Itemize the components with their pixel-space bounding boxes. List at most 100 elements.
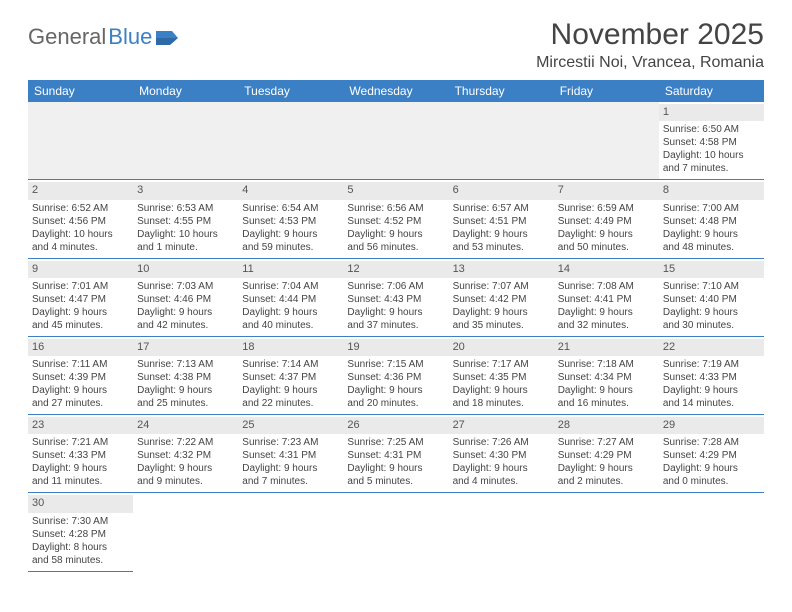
calendar-body: 1Sunrise: 6:50 AMSunset: 4:58 PMDaylight… [28, 102, 764, 571]
sunset-text: Sunset: 4:29 PM [663, 449, 760, 462]
sunset-text: Sunset: 4:32 PM [137, 449, 234, 462]
daylight-text: and 11 minutes. [32, 475, 129, 488]
calendar-header: Sunday Monday Tuesday Wednesday Thursday… [28, 80, 764, 102]
daylight-text: Daylight: 9 hours [453, 384, 550, 397]
daylight-text: and 4 minutes. [32, 241, 129, 254]
calendar-cell-empty [449, 102, 554, 180]
daylight-text: and 25 minutes. [137, 397, 234, 410]
sunrise-text: Sunrise: 7:08 AM [558, 280, 655, 293]
calendar-cell-empty [343, 102, 448, 180]
sunrise-text: Sunrise: 7:19 AM [663, 358, 760, 371]
calendar-cell: 13 Sunrise: 7:07 AMSunset: 4:42 PMDayligh… [449, 258, 554, 336]
day-number: 13 [449, 261, 554, 278]
calendar-cell-empty [238, 493, 343, 571]
calendar-cell: 25Sunrise: 7:23 AMSunset: 4:31 PMDayligh… [238, 415, 343, 493]
sunrise-text: Sunrise: 7:15 AM [347, 358, 444, 371]
calendar-cell: 26Sunrise: 7:25 AMSunset: 4:31 PMDayligh… [343, 415, 448, 493]
sunrise-text: Sunrise: 7:17 AM [453, 358, 550, 371]
daylight-text: and 27 minutes. [32, 397, 129, 410]
day-number: 19 [343, 339, 448, 356]
day-number: 7 [554, 182, 659, 199]
sunrise-text: Sunrise: 6:57 AM [453, 202, 550, 215]
sunrise-text: Sunrise: 6:54 AM [242, 202, 339, 215]
daylight-text: and 1 minute. [137, 241, 234, 254]
day-number: 11 [238, 261, 343, 278]
daylight-text: Daylight: 9 hours [453, 228, 550, 241]
daylight-text: Daylight: 9 hours [242, 228, 339, 241]
calendar-cell-empty [28, 102, 133, 180]
calendar-cell: 3Sunrise: 6:53 AMSunset: 4:55 PMDaylight… [133, 180, 238, 258]
calendar-cell: 14Sunrise: 7:08 AMSunset: 4:41 PMDayligh… [554, 258, 659, 336]
daylight-text: Daylight: 9 hours [453, 462, 550, 475]
sunrise-text: Sunrise: 7:13 AM [137, 358, 234, 371]
sunset-text: Sunset: 4:42 PM [453, 293, 550, 306]
daylight-text: Daylight: 9 hours [453, 306, 550, 319]
dow-mon: Monday [133, 80, 238, 102]
day-number: 3 [133, 182, 238, 199]
calendar-cell: 6Sunrise: 6:57 AMSunset: 4:51 PMDaylight… [449, 180, 554, 258]
calendar-cell: 1Sunrise: 6:50 AMSunset: 4:58 PMDaylight… [659, 102, 764, 180]
calendar-cell: 15Sunrise: 7:10 AMSunset: 4:40 PMDayligh… [659, 258, 764, 336]
calendar-cell: 2Sunrise: 6:52 AMSunset: 4:56 PMDaylight… [28, 180, 133, 258]
calendar-cell-empty [238, 102, 343, 180]
dow-wed: Wednesday [343, 80, 448, 102]
daylight-text: and 5 minutes. [347, 475, 444, 488]
brand-part1: General [28, 24, 106, 50]
sunrise-text: Sunrise: 7:26 AM [453, 436, 550, 449]
day-number: 22 [659, 339, 764, 356]
sunset-text: Sunset: 4:56 PM [32, 215, 129, 228]
sunset-text: Sunset: 4:40 PM [663, 293, 760, 306]
sunset-text: Sunset: 4:38 PM [137, 371, 234, 384]
daylight-text: Daylight: 9 hours [32, 306, 129, 319]
calendar-cell: 27Sunrise: 7:26 AMSunset: 4:30 PMDayligh… [449, 415, 554, 493]
daylight-text: Daylight: 9 hours [663, 384, 760, 397]
day-number: 14 [554, 261, 659, 278]
calendar-cell: 29 Sunrise: 7:28 AMSunset: 4:29 PMDayligh… [659, 415, 764, 493]
sunset-text: Sunset: 4:33 PM [32, 449, 129, 462]
daylight-text: and 40 minutes. [242, 319, 339, 332]
sunrise-text: Sunrise: 7:07 AM [453, 280, 550, 293]
page-title: November 2025 [536, 18, 764, 52]
calendar-cell-empty [554, 493, 659, 571]
daylight-text: and 7 minutes. [663, 162, 760, 175]
sunrise-text: Sunrise: 6:50 AM [663, 123, 760, 136]
calendar-cell-empty [133, 102, 238, 180]
daylight-text: Daylight: 9 hours [137, 462, 234, 475]
daylight-text: and 53 minutes. [453, 241, 550, 254]
daylight-text: Daylight: 9 hours [663, 462, 760, 475]
daylight-text: Daylight: 9 hours [558, 462, 655, 475]
daylight-text: and 42 minutes. [137, 319, 234, 332]
daylight-text: and 58 minutes. [32, 554, 129, 567]
sunrise-text: Sunrise: 6:53 AM [137, 202, 234, 215]
sunrise-text: Sunrise: 7:27 AM [558, 436, 655, 449]
daylight-text: and 45 minutes. [32, 319, 129, 332]
calendar-row: 1Sunrise: 6:50 AMSunset: 4:58 PMDaylight… [28, 102, 764, 180]
sunset-text: Sunset: 4:33 PM [663, 371, 760, 384]
dow-thu: Thursday [449, 80, 554, 102]
sunrise-text: Sunrise: 7:28 AM [663, 436, 760, 449]
sunrise-text: Sunrise: 7:22 AM [137, 436, 234, 449]
daylight-text: and 30 minutes. [663, 319, 760, 332]
daylight-text: Daylight: 9 hours [137, 306, 234, 319]
sunrise-text: Sunrise: 7:06 AM [347, 280, 444, 293]
day-number: 8 [659, 182, 764, 199]
daylight-text: Daylight: 9 hours [663, 228, 760, 241]
daylight-text: and 32 minutes. [558, 319, 655, 332]
calendar-row: 16Sunrise: 7:11 AMSunset: 4:39 PMDayligh… [28, 336, 764, 414]
daylight-text: Daylight: 9 hours [137, 384, 234, 397]
daylight-text: and 48 minutes. [663, 241, 760, 254]
calendar-cell: 11Sunrise: 7:04 AMSunset: 4:44 PMDayligh… [238, 258, 343, 336]
daylight-text: Daylight: 8 hours [32, 541, 129, 554]
daylight-text: Daylight: 9 hours [663, 306, 760, 319]
sunset-text: Sunset: 4:39 PM [32, 371, 129, 384]
sunrise-text: Sunrise: 7:04 AM [242, 280, 339, 293]
day-number: 9 [28, 261, 133, 278]
day-number: 29 [659, 417, 764, 434]
sunrise-text: Sunrise: 6:59 AM [558, 202, 655, 215]
daylight-text: and 18 minutes. [453, 397, 550, 410]
calendar-cell: 5Sunrise: 6:56 AMSunset: 4:52 PMDaylight… [343, 180, 448, 258]
calendar-cell: 24Sunrise: 7:22 AMSunset: 4:32 PMDayligh… [133, 415, 238, 493]
daylight-text: and 2 minutes. [558, 475, 655, 488]
calendar-cell: 10Sunrise: 7:03 AMSunset: 4:46 PMDayligh… [133, 258, 238, 336]
sunrise-text: Sunrise: 7:18 AM [558, 358, 655, 371]
